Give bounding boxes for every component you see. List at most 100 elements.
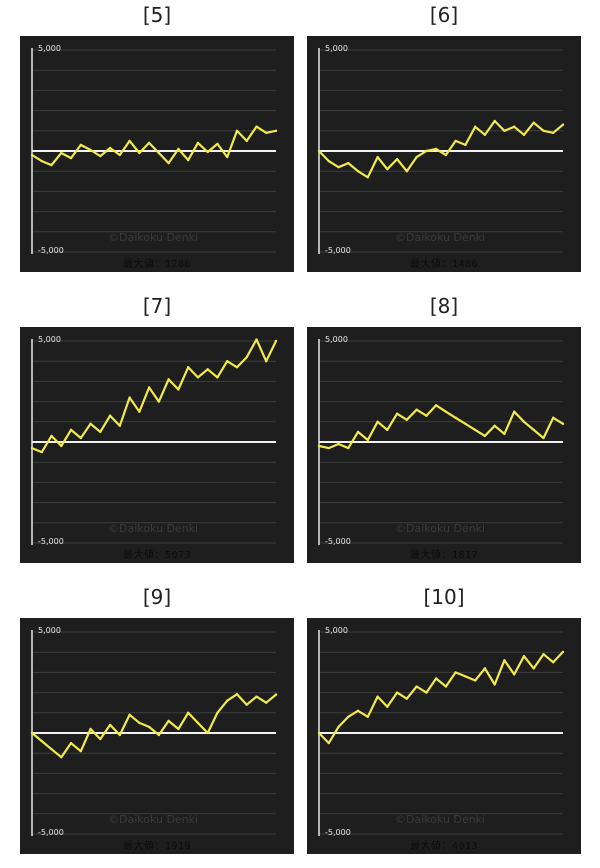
data-point (235, 129, 239, 132)
data-point (542, 129, 545, 132)
max-value-label: 最大値：1817 (409, 550, 479, 561)
data-point (434, 404, 438, 407)
chart-caption: [6] (429, 3, 459, 27)
data-point (347, 715, 350, 719)
data-point (483, 667, 487, 670)
data-point (206, 368, 209, 371)
watermark: ©Daikoku Denki (108, 231, 199, 244)
data-point (552, 131, 555, 135)
data-point (138, 151, 141, 155)
data-point (522, 133, 526, 137)
data-point (513, 125, 516, 128)
data-point (60, 151, 63, 155)
data-point (89, 727, 92, 731)
series-line (30, 338, 278, 454)
data-point (226, 360, 229, 363)
data-point (317, 731, 321, 735)
chart-caption: [5] (142, 3, 172, 27)
data-point (147, 141, 151, 145)
data-point (265, 701, 268, 704)
data-point (30, 731, 34, 735)
chart-cell-6: [10] 5,000 -5,000 ©Daikoku Denki 最大値：401… (307, 582, 581, 854)
data-point (327, 741, 330, 745)
data-point (317, 149, 321, 153)
chart-panel: 5,000 -5,000 ©Daikoku Denki 最大値：5073 (20, 327, 294, 563)
data-point (522, 420, 526, 423)
data-point (206, 150, 209, 154)
data-point (196, 721, 200, 725)
data-point (532, 667, 535, 670)
data-point (522, 655, 526, 658)
data-point (216, 142, 219, 146)
data-point (50, 747, 53, 751)
data-point (99, 737, 102, 741)
y-tick-bottom: -5,000 (325, 828, 351, 837)
chart-svg (317, 339, 565, 545)
data-point (493, 119, 496, 123)
data-point (265, 360, 268, 363)
data-point (186, 711, 190, 714)
data-point (415, 155, 418, 159)
data-point (425, 149, 428, 153)
data-point (245, 139, 248, 143)
data-point (147, 386, 151, 389)
data-point (552, 661, 555, 664)
data-point (226, 155, 229, 159)
data-point (89, 148, 92, 152)
data-point (108, 723, 112, 727)
chart-caption: [7] (142, 294, 172, 318)
data-point (405, 170, 409, 173)
data-point (167, 378, 170, 381)
data-point (503, 432, 506, 436)
y-tick-top: 5,000 (325, 44, 348, 53)
watermark: ©Daikoku Denki (395, 813, 486, 826)
data-point (444, 685, 448, 688)
max-value-label: 最大値：5073 (122, 550, 192, 561)
data-point (434, 147, 438, 151)
data-point (425, 691, 428, 694)
data-point (532, 121, 535, 124)
data-point (118, 733, 122, 737)
data-point (503, 659, 506, 662)
series-line (317, 404, 565, 450)
chart-panel: 5,000 -5,000 ©Daikoku Denki 最大値：1919 (20, 618, 294, 854)
data-point (347, 446, 350, 450)
chart-svg (30, 48, 278, 254)
data-point (376, 695, 379, 698)
data-point (493, 683, 496, 686)
watermark: ©Daikoku Denki (395, 522, 486, 535)
y-tick-top: 5,000 (38, 44, 61, 53)
data-point (186, 158, 190, 162)
data-point (128, 139, 131, 143)
data-point (245, 703, 248, 706)
data-point (206, 731, 209, 735)
chart-panel: 5,000 -5,000 ©Daikoku Denki 最大値：4013 (307, 618, 581, 854)
data-point (454, 139, 457, 143)
data-point (366, 715, 369, 719)
data-point (147, 725, 151, 729)
data-point (464, 143, 467, 147)
data-point (128, 396, 131, 399)
data-point (235, 693, 239, 696)
chart-cell-1: [5] 5,000 -5,000 ©Daikoku Denki 最大値：1206 (20, 0, 294, 272)
data-point (274, 339, 278, 343)
data-point (405, 418, 409, 421)
data-point (503, 129, 506, 132)
data-point (177, 388, 180, 391)
data-point (157, 151, 161, 155)
watermark: ©Daikoku Denki (108, 813, 199, 826)
data-point (415, 685, 418, 688)
data-point (337, 725, 340, 729)
data-point (454, 416, 457, 419)
watermark: ©Daikoku Denki (108, 522, 199, 535)
data-point (542, 653, 545, 656)
data-point (255, 125, 258, 128)
data-point (366, 176, 369, 179)
data-point (386, 428, 389, 432)
data-point (99, 430, 102, 434)
chart-panel: 5,000 -5,000 ©Daikoku Denki 最大値：1817 (307, 327, 581, 563)
chart-svg (317, 630, 565, 836)
series-line (317, 119, 565, 179)
data-point (464, 422, 467, 426)
data-point (561, 650, 565, 654)
